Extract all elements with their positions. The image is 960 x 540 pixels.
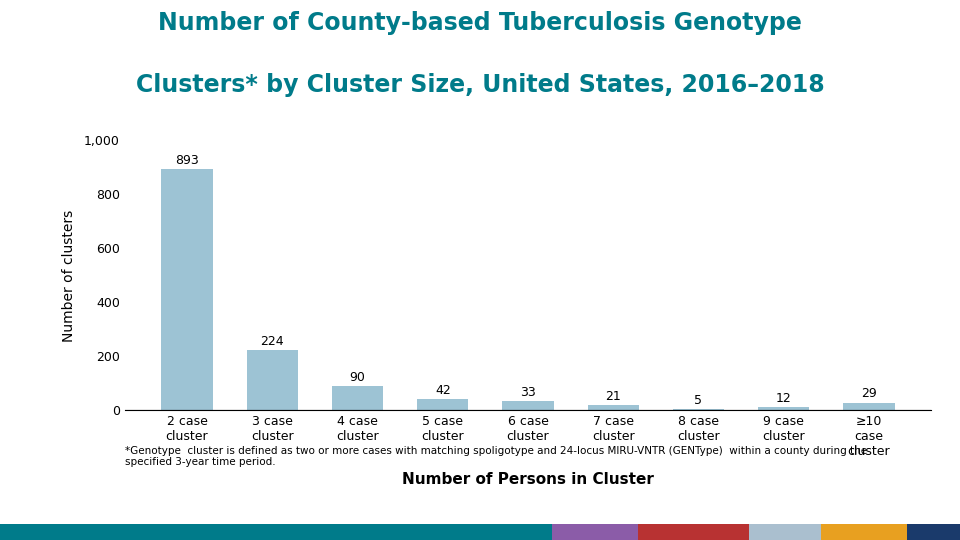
Bar (673, 409, 724, 410)
Text: *Genotype  cluster is defined as two or more cases with matching spoligotype and: *Genotype cluster is defined as two or m… (125, 446, 867, 467)
Bar (332, 386, 383, 410)
Bar (161, 169, 212, 410)
X-axis label: Number of Persons in Cluster: Number of Persons in Cluster (402, 472, 654, 487)
Y-axis label: Number of clusters: Number of clusters (61, 210, 76, 341)
Text: 893: 893 (175, 154, 199, 167)
Text: 224: 224 (260, 335, 284, 348)
Text: Number of County-based Tuberculosis Genotype: Number of County-based Tuberculosis Geno… (158, 11, 802, 35)
Bar (418, 399, 468, 410)
Text: 5: 5 (694, 394, 703, 407)
Text: 42: 42 (435, 384, 450, 397)
Bar (758, 407, 809, 410)
Text: 33: 33 (520, 386, 536, 400)
Bar (844, 403, 895, 410)
Text: 12: 12 (776, 392, 792, 405)
Bar (502, 402, 554, 410)
Text: 29: 29 (861, 387, 876, 401)
Bar (588, 405, 638, 410)
Text: 21: 21 (606, 389, 621, 403)
Text: 90: 90 (349, 371, 366, 384)
Text: Clusters* by Cluster Size, United States, 2016–2018: Clusters* by Cluster Size, United States… (135, 73, 825, 97)
Bar (247, 350, 298, 410)
